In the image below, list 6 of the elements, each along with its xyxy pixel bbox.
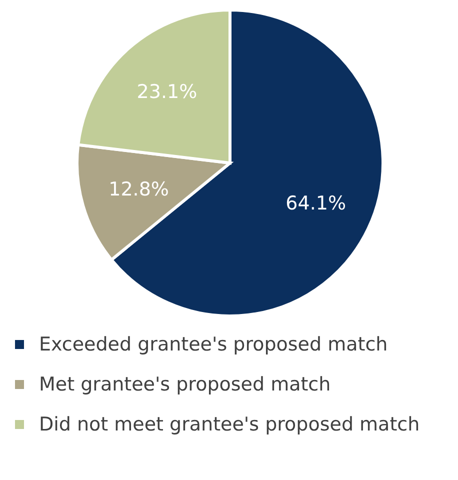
data-label: 12.8% xyxy=(108,178,169,201)
legend-label: Met grantee's proposed match xyxy=(39,374,331,396)
data-label: 64.1% xyxy=(286,192,346,215)
legend-label: Exceeded grantee's proposed match xyxy=(39,334,388,356)
legend-label: Did not meet grantee's proposed match xyxy=(39,414,420,436)
data-label: 23.1% xyxy=(136,80,198,103)
